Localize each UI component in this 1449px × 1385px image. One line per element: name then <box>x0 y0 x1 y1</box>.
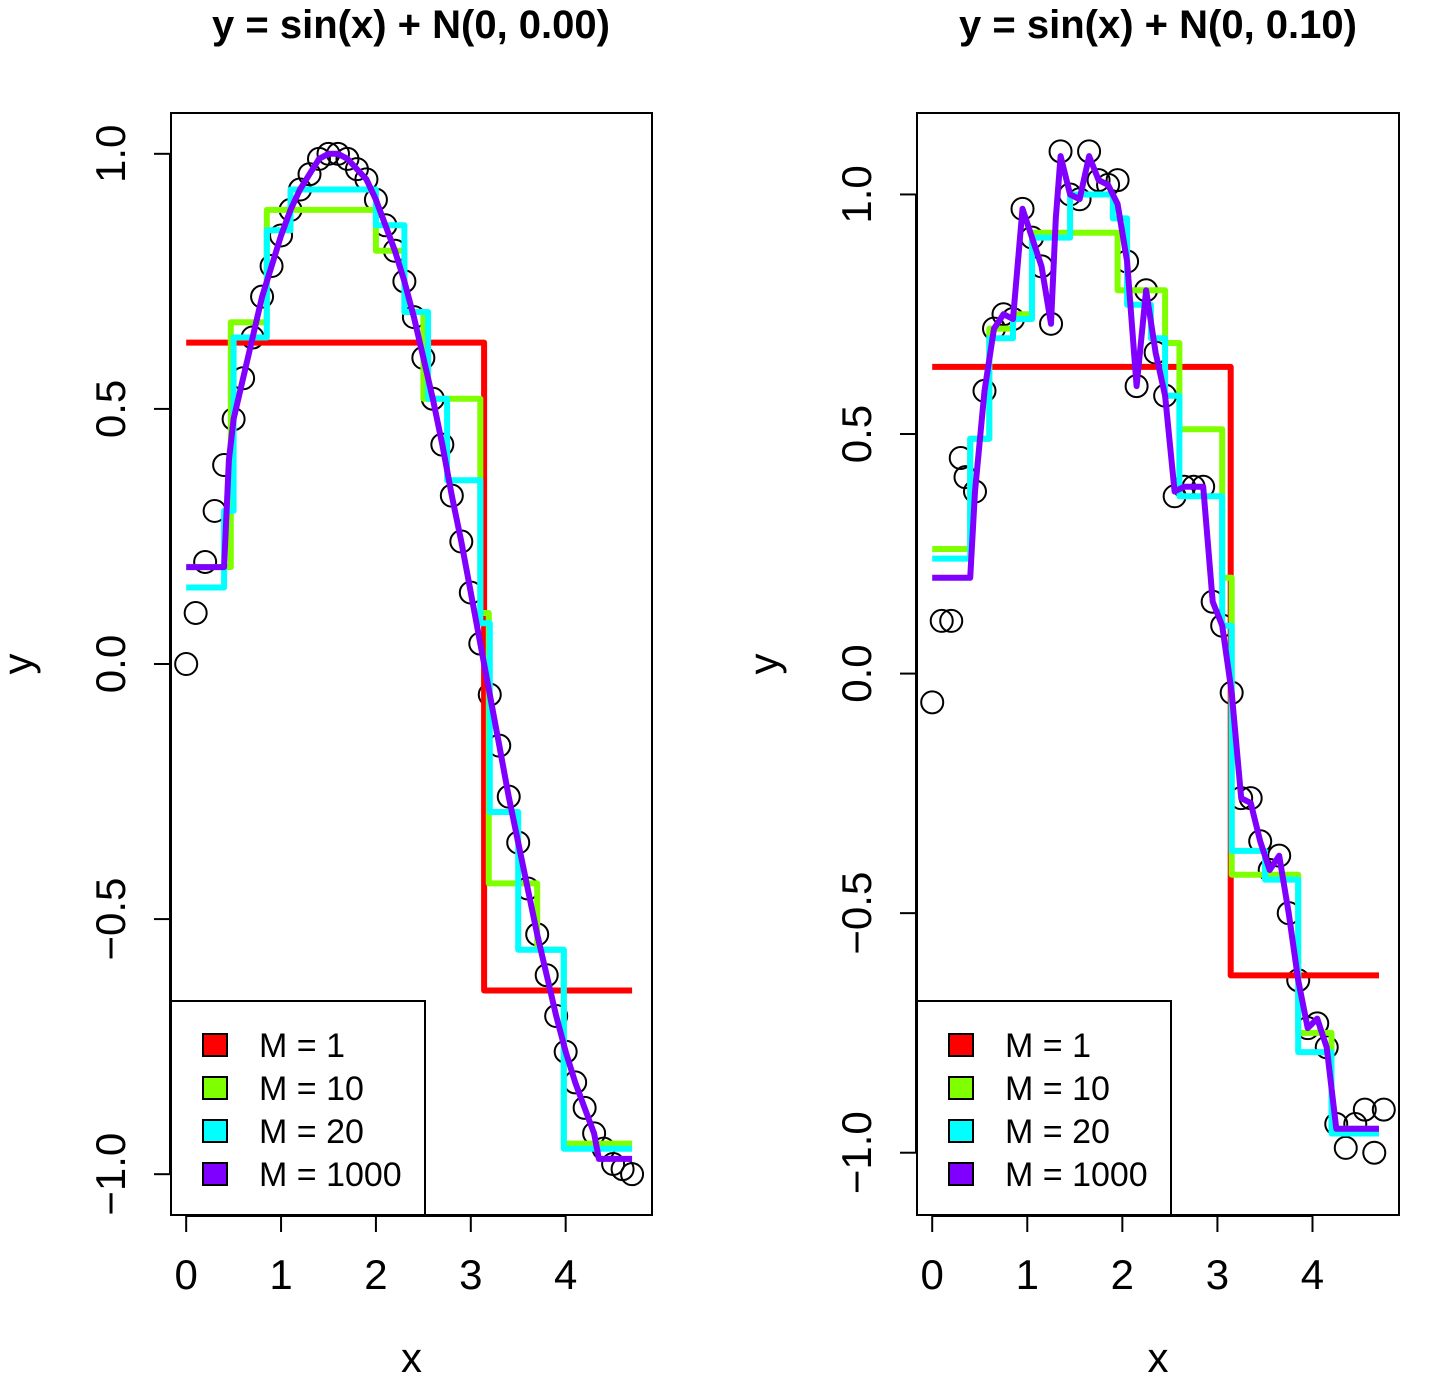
legend: M = 1 M = 10 M = 20 M = 1000 <box>916 1000 1172 1216</box>
legend-label: M = 1000 <box>1005 1156 1148 1194</box>
y-tick-label: 1.0 <box>833 165 880 223</box>
x-tick-label: 4 <box>554 1251 577 1298</box>
panel-1: y = sin(x) + N(0, 0.00) 0 1 2 3 4 x −1.0 −0.5 0.0… <box>0 3 653 1381</box>
plot-area <box>174 141 645 1187</box>
y-tick-label: −1.0 <box>87 1133 134 1216</box>
x-tick-label: 4 <box>1301 1251 1324 1298</box>
x-axis: 0 1 2 3 4 x <box>921 1215 1324 1381</box>
y-axis: −1.0 −0.5 0.0 0.5 1.0 y <box>740 165 917 1194</box>
legend-swatch <box>202 1162 228 1186</box>
y-tick-label: −1.0 <box>833 1111 880 1194</box>
y-axis: −1.0 −0.5 0.0 0.5 1.0 y <box>0 125 171 1216</box>
y-tick-label: −0.5 <box>87 878 134 961</box>
plot-area <box>920 139 1396 1165</box>
legend-swatch <box>948 1033 974 1057</box>
x-tick-label: 2 <box>364 1251 387 1298</box>
data-point <box>1362 1140 1387 1165</box>
x-tick-label: 3 <box>1206 1251 1229 1298</box>
legend-swatch <box>202 1076 228 1100</box>
x-tick-label: 0 <box>174 1251 197 1298</box>
legend-swatch <box>948 1162 974 1186</box>
data-point <box>174 652 199 676</box>
series-line-m1000 <box>186 150 633 1162</box>
legend-label: M = 1000 <box>259 1156 402 1194</box>
legend-label: M = 20 <box>259 1113 364 1151</box>
legend-swatch <box>202 1033 228 1057</box>
y-axis-label: y <box>0 654 41 675</box>
data-point <box>1333 1135 1358 1160</box>
data-point <box>572 1095 597 1120</box>
x-tick-label: 1 <box>269 1251 292 1298</box>
legend-label: M = 20 <box>1005 1113 1110 1151</box>
legend-label: M = 1 <box>259 1027 345 1065</box>
data-point <box>620 1162 645 1187</box>
series-line-m1 <box>932 363 1379 979</box>
legend-swatch <box>948 1119 974 1143</box>
series-line-m1 <box>186 339 633 994</box>
data-point <box>929 608 954 633</box>
series-line-m1000 <box>932 153 1379 1132</box>
data-point <box>1352 1097 1377 1122</box>
legend: M = 1 M = 10 M = 20 M = 1000 <box>170 1000 426 1216</box>
y-axis-label: y <box>740 654 787 675</box>
y-tick-label: 0.5 <box>833 405 880 463</box>
x-tick-label: 3 <box>459 1251 482 1298</box>
data-point <box>920 690 945 715</box>
chart-title: y = sin(x) + N(0, 0.10) <box>959 3 1357 47</box>
data-point <box>1105 168 1130 193</box>
y-tick-label: 0.0 <box>87 635 134 693</box>
chart-title: y = sin(x) + N(0, 0.00) <box>212 3 610 47</box>
x-tick-label: 1 <box>1016 1251 1039 1298</box>
data-point <box>183 600 208 625</box>
legend-label: M = 10 <box>1005 1070 1110 1108</box>
legend-swatch <box>202 1119 228 1143</box>
x-axis: 0 1 2 3 4 x <box>174 1215 577 1381</box>
y-tick-label: 1.0 <box>87 125 134 183</box>
panel-2: y = sin(x) + N(0, 0.10) 0 1 2 3 4 x −1.0 −0.5 0.0… <box>740 3 1400 1381</box>
x-axis-label: x <box>401 1334 422 1381</box>
legend-label: M = 10 <box>259 1070 364 1108</box>
x-tick-label: 0 <box>921 1251 944 1298</box>
data-point <box>939 608 964 633</box>
y-tick-label: 0.5 <box>87 380 134 438</box>
x-tick-label: 2 <box>1111 1251 1134 1298</box>
data-point <box>269 223 294 248</box>
data-point <box>193 549 218 574</box>
legend-swatch <box>948 1076 974 1100</box>
y-tick-label: 0.0 <box>833 644 880 702</box>
y-tick-label: −0.5 <box>833 872 880 955</box>
data-point <box>1371 1097 1396 1122</box>
data-point <box>259 254 284 279</box>
legend-label: M = 1 <box>1005 1027 1091 1065</box>
data-points <box>174 141 645 1187</box>
x-axis-label: x <box>1148 1334 1169 1381</box>
